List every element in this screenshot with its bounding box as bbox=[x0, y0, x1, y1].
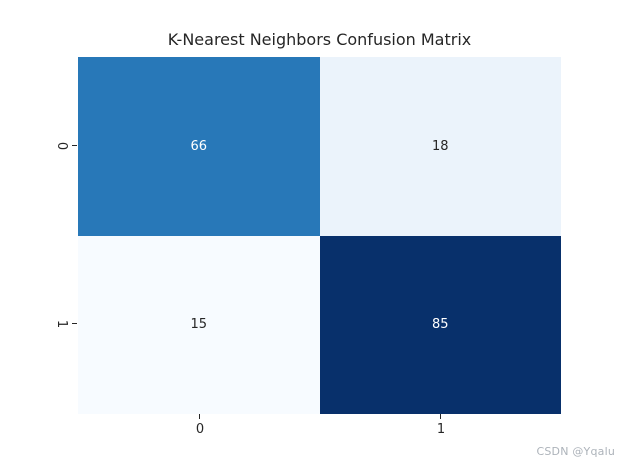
heatmap-cell-r1c1: 85 bbox=[319, 235, 561, 414]
heatmap-cell-value: 15 bbox=[190, 317, 208, 333]
x-tick-label-0: 0 bbox=[195, 422, 205, 437]
heatmap-cell-value: 66 bbox=[190, 138, 208, 154]
y-tick-label-1: 1 bbox=[54, 319, 70, 329]
x-tick-mark-0 bbox=[199, 414, 201, 419]
heatmap-cell-r0c1: 18 bbox=[319, 57, 561, 236]
heatmap-cell-r0c0: 66 bbox=[78, 57, 320, 236]
y-tick-label-0: 0 bbox=[54, 141, 70, 151]
heatmap-cell-value: 85 bbox=[431, 317, 449, 333]
x-tick-label-1: 1 bbox=[436, 422, 446, 437]
confusion-matrix-heatmap: 66 18 15 85 bbox=[78, 57, 561, 414]
heatmap-cell-r1c0: 15 bbox=[78, 235, 320, 414]
watermark: CSDN @Yqalu bbox=[536, 445, 615, 458]
chart-title: K-Nearest Neighbors Confusion Matrix bbox=[167, 30, 472, 49]
y-tick-mark-1 bbox=[72, 323, 77, 325]
x-tick-mark-1 bbox=[440, 414, 442, 419]
heatmap-cell-value: 18 bbox=[431, 138, 449, 154]
y-tick-mark-0 bbox=[72, 145, 77, 147]
